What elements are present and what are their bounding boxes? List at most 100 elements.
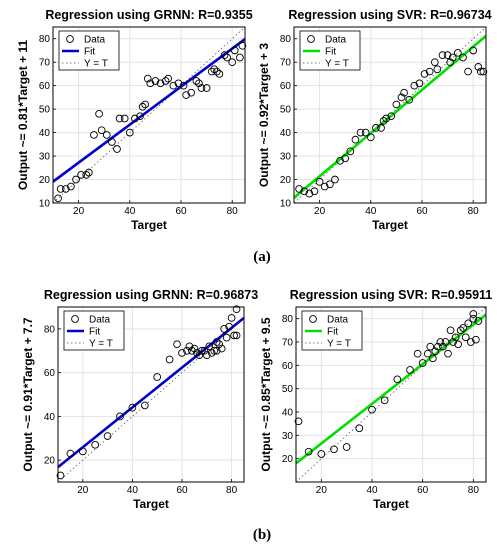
data-point [479, 67, 488, 76]
data-point [342, 443, 351, 451]
data-point [377, 124, 385, 132]
data-point [336, 156, 344, 165]
legend-label: Fit [84, 47, 95, 58]
y-tick-label: 30 [280, 152, 292, 163]
data-point [393, 375, 402, 384]
data-point [67, 182, 75, 191]
y-tick-label: 80 [282, 314, 294, 325]
x-axis-label: Target [372, 218, 408, 232]
data-point [372, 124, 380, 132]
data-point [472, 335, 480, 344]
data-point [131, 114, 139, 123]
data-point [418, 359, 427, 367]
data-point [230, 46, 239, 55]
data-point [428, 354, 437, 363]
data-point [451, 333, 460, 342]
data-point [405, 95, 414, 104]
legend-label: Y = T [325, 59, 349, 70]
x-tick-label: 60 [417, 485, 429, 496]
y-axis-label: Output ~= 0.85*Target + 9.5 [259, 317, 273, 471]
y-axis-label: Output ~= 0.91*Target + 7.7 [21, 317, 35, 471]
data-point [207, 67, 216, 76]
data-point [54, 194, 62, 203]
data-point [232, 305, 241, 314]
data-point [128, 403, 137, 412]
data-point [183, 346, 191, 355]
y-tick-label: 40 [282, 408, 294, 419]
panel-label-a: (a) [253, 249, 271, 265]
data-point [431, 347, 440, 356]
data-point [187, 88, 196, 97]
data-point [197, 84, 206, 92]
data-point [215, 340, 224, 349]
data-point [202, 84, 211, 92]
data-point [140, 401, 149, 410]
data-point [210, 346, 219, 355]
data-point [178, 349, 186, 357]
data-point [433, 65, 442, 74]
data-point [446, 326, 455, 335]
data-point [225, 322, 233, 331]
data-point [469, 46, 478, 55]
data-point [90, 131, 98, 139]
x-axis-label: Target [373, 497, 409, 511]
data-point [434, 342, 442, 351]
data-point [200, 346, 209, 355]
data-point [320, 182, 329, 191]
data-point [454, 340, 462, 349]
fit-line [294, 34, 486, 199]
data-point [185, 342, 194, 351]
data-point [120, 114, 129, 123]
data-point [220, 325, 229, 333]
data-point [441, 338, 450, 346]
legend-label: Fit [327, 327, 338, 338]
data-point [330, 445, 338, 454]
y-tick-label: 30 [39, 152, 51, 163]
data-point [102, 131, 111, 139]
data-point [459, 324, 468, 332]
data-point [459, 53, 467, 62]
fit-line [296, 313, 486, 465]
data-point [61, 185, 70, 193]
data-point [173, 340, 181, 349]
data-point [97, 126, 106, 135]
data-point [448, 53, 457, 62]
data-point [406, 366, 414, 374]
chart-title: Regression using SVR: R=0.95911 [290, 288, 493, 302]
data-point [153, 373, 162, 381]
data-point [415, 79, 424, 88]
data-point [113, 145, 121, 153]
x-tick-label: 60 [176, 485, 188, 496]
panel-label-b: (b) [253, 527, 271, 543]
data-point [331, 175, 339, 184]
chart-title: Regression using GRNN: R=0.9355 [45, 8, 252, 22]
y-tick-label: 20 [280, 175, 292, 186]
data-point [143, 74, 152, 83]
data-point [192, 77, 201, 85]
identity-line [294, 27, 486, 203]
data-point [439, 342, 447, 351]
axes-box [295, 306, 487, 483]
x-axis-label: Target [133, 497, 169, 511]
data-point [212, 346, 221, 355]
legend-label: Y = T [84, 59, 108, 70]
legend-data-marker [66, 35, 74, 43]
identity-line [53, 27, 245, 203]
x-tick-label: 40 [366, 485, 378, 496]
y-tick-label: 20 [39, 175, 51, 186]
data-point [356, 128, 365, 137]
data-point [207, 349, 216, 357]
legend-data-marker [71, 315, 79, 323]
data-point [294, 417, 303, 426]
data-point [125, 128, 134, 137]
data-point [464, 319, 473, 328]
data-point [108, 138, 116, 146]
data-point [72, 175, 80, 184]
data-point [141, 100, 150, 109]
data-point [351, 135, 360, 144]
data-point [436, 338, 445, 346]
x-tick-label: 40 [124, 206, 136, 217]
